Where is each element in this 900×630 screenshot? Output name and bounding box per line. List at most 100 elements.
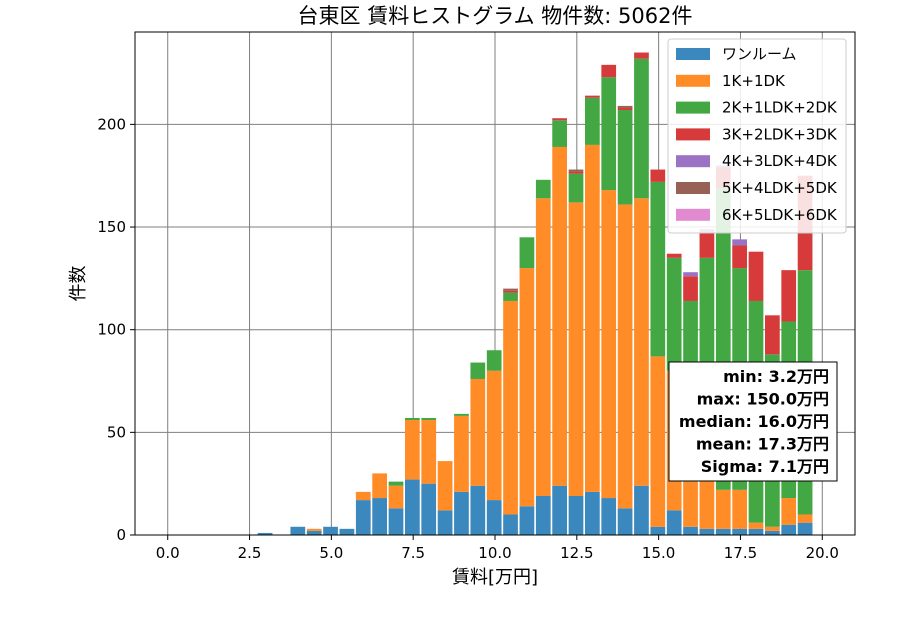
bar-segment-series-2: [650, 181, 666, 357]
bar-segment-series-1: [797, 514, 813, 523]
bar-segment-series-0: [388, 508, 404, 535]
bar-segment-series-1: [601, 190, 617, 499]
legend-label: 6K+5LDK+6DK: [722, 206, 838, 224]
bar-segment-series-1: [519, 268, 535, 507]
bar-segment-series-3: [503, 290, 518, 293]
x-tick-label: 20.0: [806, 544, 839, 562]
bar-segment-series-2: [552, 120, 567, 147]
bar-segment-series-1: [535, 198, 551, 496]
legend-swatch: [676, 155, 710, 168]
stats-box-frame: [668, 361, 838, 482]
bar-segment-series-2: [617, 110, 633, 205]
bar-segment-series-0: [257, 532, 273, 535]
x-tick-label: 2.5: [238, 544, 262, 562]
bar-segment-series-1: [732, 489, 747, 529]
bar-segment-series-1: [585, 144, 600, 492]
bar-segment-series-3: [634, 52, 649, 59]
bar-segment-series-0: [519, 506, 535, 535]
y-tick-label: 200: [97, 115, 126, 133]
bar-segment-series-0: [355, 500, 371, 535]
bar-segment-series-0: [781, 524, 797, 535]
bar-segment-series-3: [765, 315, 780, 355]
bar-segment-series-3: [585, 95, 600, 98]
bar-segment-series-0: [323, 526, 338, 535]
y-tick-label: 50: [107, 423, 126, 441]
stat-line: mean: 17.3万円: [696, 435, 829, 454]
chart-title: 台東区 賃料ヒストグラム 物件数: 5062件: [298, 4, 693, 28]
bar-segment-series-1: [568, 202, 584, 496]
bar-segment-series-5: [503, 288, 518, 291]
legend-swatch: [676, 48, 710, 60]
bar-segment-series-2: [601, 77, 617, 191]
legend-label: 4K+3LDK+4DK: [722, 152, 838, 170]
bar-segment-series-0: [486, 500, 502, 535]
bar-segment-series-0: [503, 514, 518, 535]
bar-segment-series-3: [683, 276, 698, 301]
bar-segment-series-0: [699, 528, 715, 535]
bar-segment-series-0: [732, 528, 747, 535]
bar-segment-series-2: [486, 350, 502, 371]
bar-segment-series-0: [437, 510, 453, 535]
bar-segment-series-2: [634, 58, 649, 199]
bar-segment-series-1: [355, 491, 371, 501]
bar-segment-series-1: [306, 528, 322, 531]
bar-segment-series-4: [732, 239, 747, 246]
legend-swatch: [676, 101, 710, 114]
y-axis-label: 件数: [68, 266, 89, 302]
bar-segment-series-1: [405, 420, 420, 480]
bar-segment-series-5: [617, 105, 633, 108]
legend-box: [667, 38, 847, 234]
bar-segment-series-0: [634, 485, 649, 535]
bar-segment-series-0: [454, 491, 469, 535]
bar-segment-series-2: [470, 362, 486, 379]
legend-swatch: [676, 208, 710, 221]
legend-label: 1K+1DK: [722, 72, 786, 90]
bar-segment-series-0: [339, 528, 355, 535]
axis-ticks: 0.0 2.5 5.0 7.5 10.0 12.5 15.0 17.5 20.0 0 50 100 15…: [97, 115, 839, 562]
x-tick-label: 10.0: [478, 544, 511, 562]
x-tick-label: 12.5: [560, 544, 593, 562]
bar-segment-series-0: [650, 526, 666, 535]
legend: ワンルーム 1K+1DK 2K+1LDK+2DK 3K+2LDK+3DK 4K+3LDK…: [667, 38, 847, 234]
bar-segment-series-1: [634, 198, 649, 486]
bar-segment-series-2: [568, 173, 584, 203]
bar-segment-series-1: [470, 378, 486, 486]
stat-line: Sigma: 7.1万円: [701, 457, 829, 476]
bar-segment-series-1: [617, 204, 633, 509]
bar-segment-series-0: [568, 495, 584, 535]
bar-segment-series-5: [568, 169, 584, 172]
bar-segment-series-1: [781, 498, 797, 525]
bar-segment-series-0: [666, 510, 682, 535]
stat-line: min: 3.2万円: [723, 367, 829, 386]
bar-segment-series-2: [666, 257, 682, 371]
bar-segment-series-3: [732, 245, 747, 269]
legend-swatch: [676, 128, 710, 141]
bar-segment-series-2: [535, 179, 551, 199]
legend-label: 2K+1LDK+2DK: [722, 99, 838, 117]
stat-line: max: 150.0万円: [697, 390, 829, 409]
x-tick-label: 7.5: [401, 544, 425, 562]
bar-segment-series-0: [470, 485, 486, 535]
bar-segment-series-0: [765, 530, 780, 535]
bar-segment-series-0: [683, 526, 698, 535]
bar-segment-series-3: [601, 64, 617, 78]
bar-segment-series-1: [650, 356, 666, 527]
bar-segment-series-1: [552, 146, 567, 486]
bar-segment-series-1: [503, 300, 518, 515]
bar-segment-series-2: [421, 417, 437, 421]
bar-segment-series-0: [306, 530, 322, 535]
bar-segment-series-1: [437, 461, 453, 511]
bar-segment-series-0: [405, 479, 420, 535]
y-tick-label: 100: [97, 321, 126, 339]
bar-segment-series-2: [405, 417, 420, 421]
bar-segment-series-0: [715, 528, 731, 535]
bar-segment-series-0: [748, 528, 764, 535]
legend-label: 5K+4LDK+5DK: [722, 179, 838, 197]
x-tick-label: 5.0: [319, 544, 343, 562]
bar-segment-series-3: [781, 270, 797, 322]
bar-segment-series-2: [585, 97, 600, 145]
bar-segment-series-0: [421, 483, 437, 535]
y-tick-label: 0: [116, 526, 126, 544]
bar-segment-series-0: [601, 498, 617, 535]
bar-segment-series-3: [617, 107, 633, 111]
